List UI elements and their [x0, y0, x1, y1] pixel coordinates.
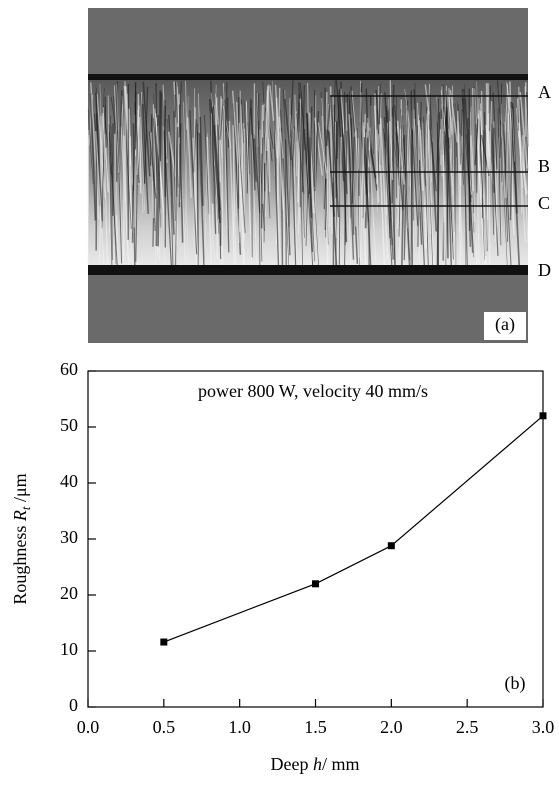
lower-edge [88, 265, 528, 275]
striation [228, 97, 229, 147]
y-tick-label: 0 [69, 695, 78, 715]
y-label-unit: /μm [10, 473, 30, 506]
lower-band [88, 275, 528, 343]
micrograph: A B C D (a) [88, 8, 551, 343]
x-label-unit: / mm [322, 754, 360, 774]
series-line [164, 416, 543, 642]
x-tick-label: 0.5 [153, 717, 176, 737]
y-tick-label: 10 [60, 639, 78, 659]
x-tick-label: 1.0 [228, 717, 251, 737]
y-tick-label: 50 [60, 415, 78, 435]
x-label-var: h [313, 754, 322, 774]
y-tick-label: 60 [60, 359, 78, 379]
upper-band [88, 8, 528, 74]
level-label: C [538, 193, 550, 213]
y-tick-label: 20 [60, 583, 78, 603]
x-tick-label: 2.5 [456, 717, 479, 737]
x-tick-label: 0.0 [77, 717, 100, 737]
x-label-text: Deep [271, 754, 313, 774]
plot-frame [88, 371, 543, 707]
data-point [540, 412, 547, 419]
annotation: power 800 W, velocity 40 mm/s [198, 381, 428, 401]
upper-edge [88, 74, 528, 80]
data-point [388, 542, 395, 549]
x-tick-label: 3.0 [532, 717, 555, 737]
level-label: B [538, 156, 550, 176]
level-label: D [538, 260, 551, 280]
x-tick-label: 2.0 [380, 717, 403, 737]
y-tick-label: 30 [60, 527, 78, 547]
x-tick-label: 1.5 [304, 717, 327, 737]
striation [125, 81, 126, 201]
y-tick-label: 40 [60, 471, 78, 491]
striation [286, 139, 287, 265]
y-label-var: R [10, 510, 30, 522]
data-point [160, 639, 167, 646]
panel-label: (a) [495, 314, 515, 335]
panel-label: (b) [505, 673, 526, 694]
y-axis-label: Roughness Rt /μm [10, 473, 33, 604]
data-point [312, 580, 319, 587]
level-label: A [538, 82, 551, 102]
y-label-text: Roughness [10, 521, 30, 605]
x-axis-label: Deep h/ mm [271, 754, 360, 774]
